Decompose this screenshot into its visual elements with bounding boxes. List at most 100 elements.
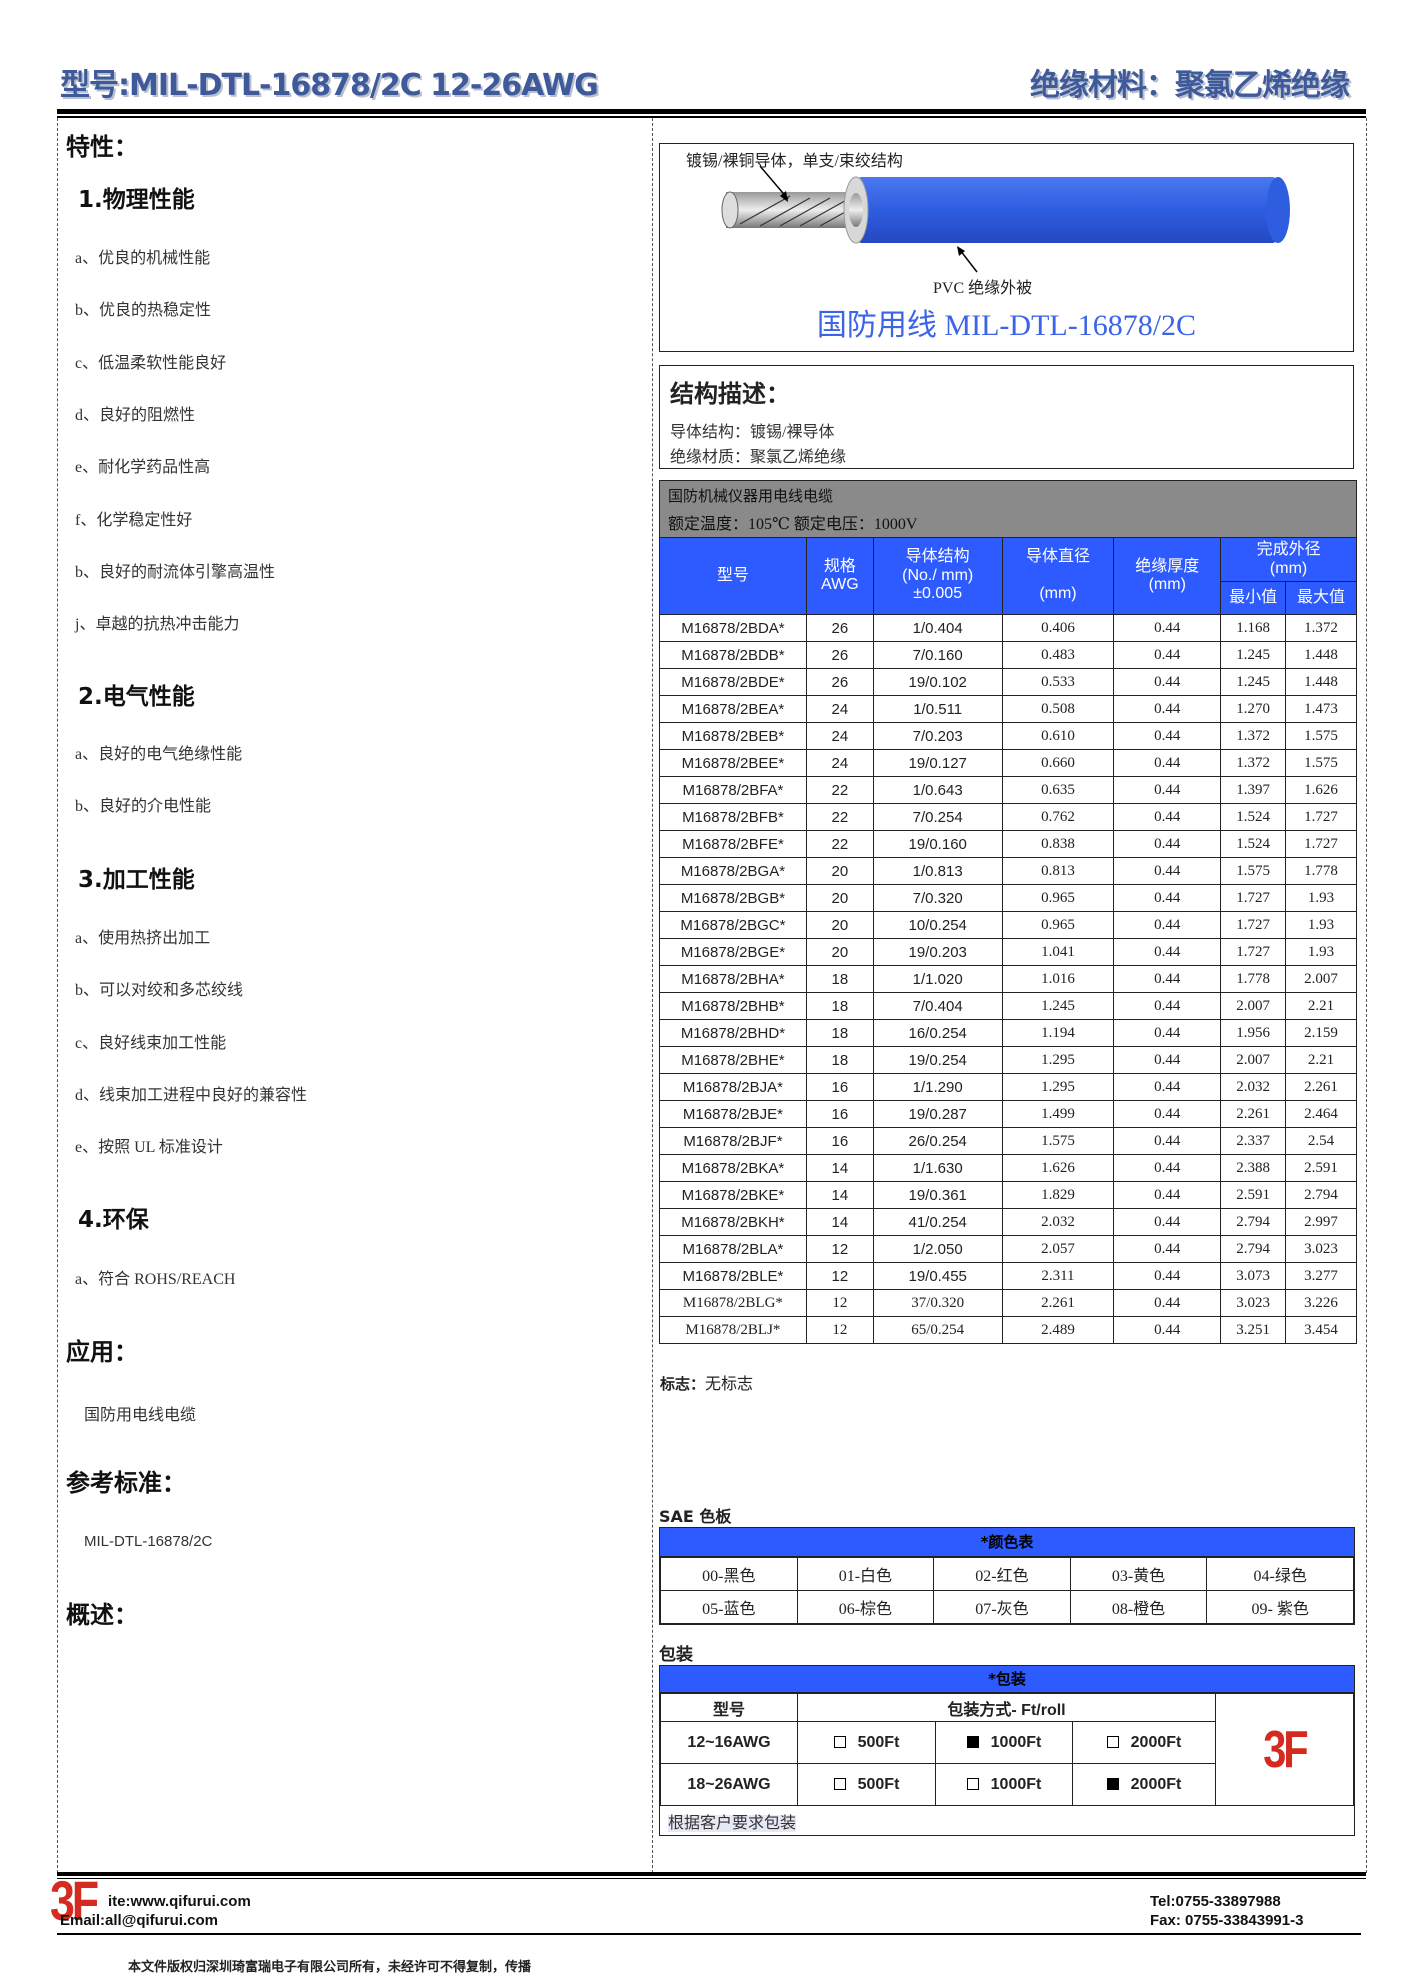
col-od-min: 最小值 bbox=[1220, 581, 1287, 615]
table-cell: M16878/2BDE* bbox=[659, 668, 807, 696]
table-cell: 16/0.254 bbox=[872, 1019, 1003, 1047]
pack-col-method: 包装方式- Ft/roll bbox=[797, 1693, 1216, 1722]
table-cell: 1.016 bbox=[1001, 965, 1115, 993]
table-cell: 1.727 bbox=[1220, 884, 1287, 912]
application-heading: 应用： bbox=[66, 1338, 138, 1366]
col-insulation: 绝缘厚度 (mm) bbox=[1113, 537, 1222, 615]
table-cell: 1.041 bbox=[1001, 938, 1115, 966]
checkbox-unchecked-icon[interactable] bbox=[833, 1735, 846, 1748]
table-row: M16878/2BGC* 20 10/0.254 0.965 0.44 1.727 1.93 bbox=[659, 911, 1357, 939]
table-cell: 1.372 bbox=[1220, 722, 1287, 750]
table-cell: 19/0.455 bbox=[872, 1262, 1003, 1290]
checkbox-checked-icon[interactable] bbox=[1106, 1777, 1119, 1790]
table-cell: 1.524 bbox=[1220, 803, 1287, 831]
table-cell: M16878/2BFE* bbox=[659, 830, 807, 858]
pack-option[interactable]: 500Ft bbox=[797, 1763, 936, 1806]
table-cell: 19/0.127 bbox=[872, 749, 1003, 777]
feature-item: d、线束加工进程中良好的兼容性 bbox=[75, 1086, 308, 1104]
table-cell: M16878/2BGB* bbox=[659, 884, 807, 912]
table-cell: 1.473 bbox=[1285, 695, 1357, 723]
feature-item: e、按照 UL 标准设计 bbox=[75, 1139, 223, 1157]
pack-option[interactable]: 2000Ft bbox=[1072, 1763, 1216, 1806]
footer-email[interactable]: Email:all@qifurui.com bbox=[60, 1912, 218, 1929]
right-border bbox=[1366, 118, 1367, 1873]
footer-logo: 3F bbox=[50, 1869, 99, 1932]
table-cell: 2.057 bbox=[1001, 1235, 1115, 1263]
column-divider bbox=[652, 118, 653, 1873]
table-cell: 0.838 bbox=[1001, 830, 1115, 858]
table-cell: M16878/2BLJ* bbox=[659, 1316, 807, 1344]
pack-option[interactable]: 2000Ft bbox=[1072, 1721, 1216, 1764]
table-cell: 0.406 bbox=[1001, 614, 1115, 642]
col-conductor: 导体结构 (No./ mm) ±0.005 bbox=[872, 537, 1003, 615]
table-cell: M16878/2BHB* bbox=[659, 992, 807, 1020]
table-cell: 0.610 bbox=[1001, 722, 1115, 750]
table-cell: 1.448 bbox=[1285, 641, 1357, 669]
table-cell: 2.007 bbox=[1220, 1046, 1287, 1074]
col-model: 型号 bbox=[659, 537, 807, 615]
table-cell: 16 bbox=[805, 1100, 874, 1128]
table-cell: 1.194 bbox=[1001, 1019, 1115, 1047]
table-cell: 22 bbox=[805, 776, 874, 804]
color-item: 01-白色 bbox=[796, 1557, 935, 1591]
table-row: M16878/2BLE* 12 19/0.455 2.311 0.44 3.073 3.27… bbox=[659, 1262, 1357, 1290]
feature-item: c、良好线束加工性能 bbox=[75, 1034, 227, 1052]
checkbox-unchecked-icon[interactable] bbox=[1106, 1735, 1119, 1748]
table-cell: M16878/2BJF* bbox=[659, 1127, 807, 1155]
table-cell: 37/0.320 bbox=[872, 1289, 1003, 1317]
section-heading: 3.加工性能 bbox=[78, 867, 195, 893]
table-cell: 10/0.254 bbox=[872, 911, 1003, 939]
table-cell: M16878/2BGC* bbox=[659, 911, 807, 939]
table-cell: 0.44 bbox=[1113, 695, 1222, 723]
table-cell: 1/0.643 bbox=[872, 776, 1003, 804]
feature-item: f、化学稳定性好 bbox=[75, 511, 193, 529]
pack-option[interactable]: 1000Ft bbox=[935, 1763, 1073, 1806]
table-cell: 2.591 bbox=[1285, 1154, 1357, 1182]
table-cell: 0.44 bbox=[1113, 803, 1222, 831]
checkbox-unchecked-icon[interactable] bbox=[966, 1777, 979, 1790]
table-cell: 0.44 bbox=[1113, 1127, 1222, 1155]
pack-option[interactable]: 500Ft bbox=[797, 1721, 936, 1764]
table-cell: 0.965 bbox=[1001, 884, 1115, 912]
feature-item: b、可以对绞和多芯绞线 bbox=[75, 982, 244, 1000]
table-cell: M16878/2BHD* bbox=[659, 1019, 807, 1047]
col-od-max: 最大值 bbox=[1285, 581, 1357, 615]
footer-rule-thin bbox=[57, 1878, 1366, 1879]
spec-title: 国防机械仪器用电线电缆 bbox=[668, 487, 834, 505]
table-cell: 1.245 bbox=[1220, 641, 1287, 669]
table-cell: 0.44 bbox=[1113, 992, 1222, 1020]
table-cell: 14 bbox=[805, 1208, 874, 1236]
table-cell: 0.762 bbox=[1001, 803, 1115, 831]
footer-tel: Tel:0755-33897988 bbox=[1150, 1893, 1281, 1910]
table-cell: 0.44 bbox=[1113, 1181, 1222, 1209]
feature-item: a、良好的电气绝缘性能 bbox=[75, 746, 243, 763]
table-row: M16878/2BKE* 14 19/0.361 1.829 0.44 2.591 2.79… bbox=[659, 1181, 1357, 1209]
conductor-label: 镀锡/裸铜导体，单支/束绞结构 bbox=[686, 153, 903, 170]
footer-site[interactable]: ite:www.qifurui.com bbox=[108, 1893, 251, 1910]
logo-3f: 3F bbox=[1263, 1720, 1308, 1779]
color-table: *颜色表 00-黑色 01-白色 02-红色 03-黄色 04-绿色 05-蓝色 06-棕色… bbox=[659, 1527, 1355, 1625]
pack-option-label: 500Ft bbox=[857, 1733, 900, 1751]
table-cell: 1/1.020 bbox=[872, 965, 1003, 993]
table-cell: 0.44 bbox=[1113, 965, 1222, 993]
pack-col-model: 型号 bbox=[660, 1693, 798, 1722]
table-cell: 0.44 bbox=[1113, 1100, 1222, 1128]
packaging-table-title: *包装 bbox=[660, 1666, 1354, 1693]
table-cell: M16878/2BEE* bbox=[659, 749, 807, 777]
sae-heading: SAE 色板 bbox=[659, 1507, 732, 1526]
overview-heading: 概述： bbox=[66, 1601, 138, 1629]
copyright: 本文件版权归深圳琦富瑞电子有限公司所有，未经许可不得复制，传播 bbox=[128, 1960, 532, 1975]
checkbox-unchecked-icon[interactable] bbox=[833, 1777, 846, 1790]
pack-option[interactable]: 1000Ft bbox=[935, 1721, 1073, 1764]
checkbox-checked-icon[interactable] bbox=[966, 1735, 979, 1748]
table-cell: 1.93 bbox=[1285, 884, 1357, 912]
table-row: M16878/2BLG* 12 37/0.320 2.261 0.44 3.023 3.22… bbox=[659, 1289, 1357, 1317]
table-cell: 2.591 bbox=[1220, 1181, 1287, 1209]
table-cell: 0.813 bbox=[1001, 857, 1115, 885]
table-cell: 26 bbox=[805, 668, 874, 696]
table-cell: M16878/2BJA* bbox=[659, 1073, 807, 1101]
header-rule-thin bbox=[57, 116, 1366, 118]
features-heading: 特性： bbox=[66, 133, 138, 161]
table-cell: 0.965 bbox=[1001, 911, 1115, 939]
table-cell: M16878/2BLG* bbox=[659, 1289, 807, 1317]
